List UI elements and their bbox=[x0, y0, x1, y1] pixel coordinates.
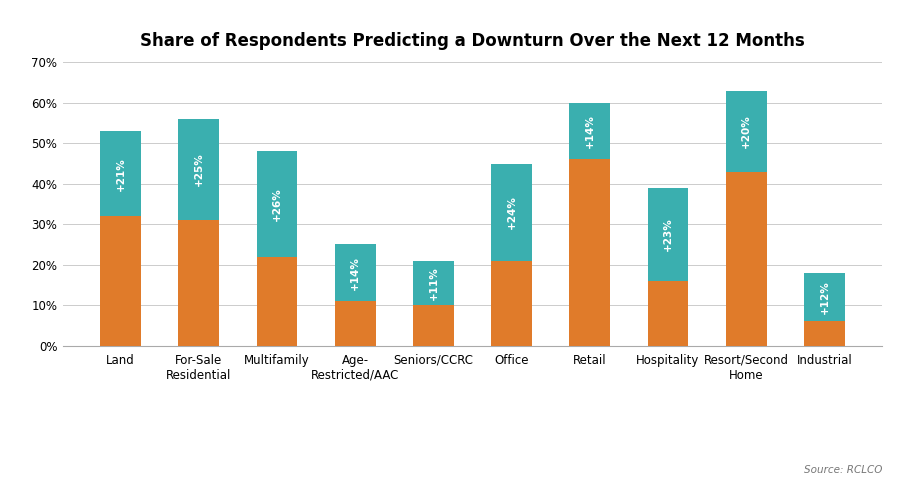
Text: +24%: +24% bbox=[507, 195, 517, 229]
Bar bbox=[804, 273, 845, 321]
Text: Source: RCLCO: Source: RCLCO bbox=[804, 465, 882, 475]
Bar bbox=[726, 172, 767, 346]
Bar bbox=[491, 261, 532, 346]
Title: Share of Respondents Predicting a Downturn Over the Next 12 Months: Share of Respondents Predicting a Downtu… bbox=[140, 32, 805, 50]
Bar bbox=[178, 119, 219, 220]
Bar bbox=[335, 301, 375, 346]
Bar bbox=[570, 103, 610, 159]
Text: +25%: +25% bbox=[194, 153, 203, 187]
Bar bbox=[804, 321, 845, 346]
Bar bbox=[491, 164, 532, 261]
Bar bbox=[178, 220, 219, 346]
Text: +21%: +21% bbox=[115, 157, 126, 191]
Text: +14%: +14% bbox=[350, 256, 360, 290]
Text: +14%: +14% bbox=[585, 114, 595, 148]
Text: +11%: +11% bbox=[428, 266, 438, 300]
Bar bbox=[256, 151, 297, 257]
Text: +26%: +26% bbox=[272, 187, 282, 221]
Text: +23%: +23% bbox=[663, 217, 673, 251]
Bar bbox=[413, 305, 454, 346]
Bar bbox=[570, 159, 610, 346]
Bar bbox=[726, 91, 767, 172]
Bar bbox=[413, 261, 454, 305]
Bar bbox=[335, 244, 375, 301]
Text: +20%: +20% bbox=[742, 114, 751, 148]
Bar bbox=[100, 131, 141, 216]
Bar bbox=[648, 281, 688, 346]
Bar bbox=[100, 216, 141, 346]
Bar bbox=[648, 188, 688, 281]
Text: +12%: +12% bbox=[819, 280, 830, 314]
Bar bbox=[256, 257, 297, 346]
